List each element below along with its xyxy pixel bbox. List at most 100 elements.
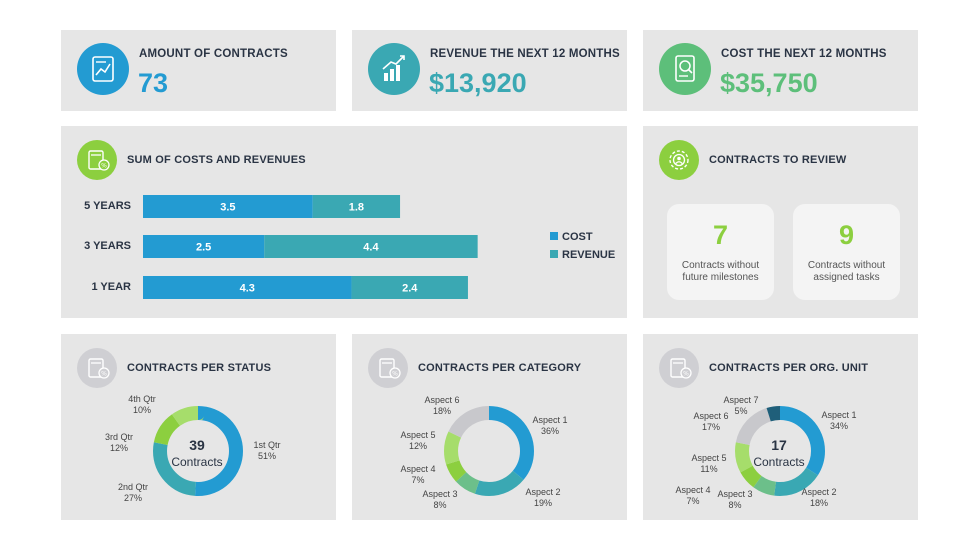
stacked-bar-chart: 3.5 1.8 2.5 4.4 4.3 2.4 (143, 195, 478, 299)
review-label-line: future milestones (682, 272, 759, 283)
legend-cost: COST (550, 231, 593, 243)
slice-percent: 8% (433, 500, 447, 510)
legend-swatch (550, 232, 558, 240)
bar-value-label: 4.4 (363, 242, 379, 254)
slice-percent: 36% (540, 426, 559, 436)
bar-segment-revenue (351, 276, 468, 299)
review-label: Contracts without future milestones (667, 260, 774, 284)
donut-slice (735, 406, 825, 496)
slice-name: Aspect 5 (400, 430, 436, 440)
calculator-percent-icon: % (368, 348, 408, 388)
slice-name: 3rd Qtr (104, 432, 133, 442)
gear-people-icon (659, 140, 699, 180)
kpi-value: $13,920 (429, 68, 527, 98)
slice-name: Aspect 3 (422, 489, 458, 499)
slice-name: Aspect 4 (675, 485, 711, 495)
slice-percent: 10% (132, 405, 151, 415)
slice-name: Aspect 1 (532, 415, 568, 425)
slice-name: Aspect 1 (821, 410, 857, 420)
bar-category-label: 5 YEARS (84, 200, 131, 212)
donut-slice (735, 406, 825, 496)
svg-text:%: % (101, 371, 107, 378)
slice-percent: 7% (411, 475, 425, 485)
legend-label: REVENUE (562, 249, 616, 261)
slice-percent: 17% (701, 422, 720, 432)
donut-center-value: 39 (189, 437, 205, 453)
donut-slice-label: Aspect 6 17% (686, 411, 736, 433)
donut-slice (153, 406, 243, 496)
calculator-percent-icon: % (659, 348, 699, 388)
section-title: SUM OF COSTS AND REVENUES (127, 154, 306, 166)
kpi-title: REVENUE THE NEXT 12 MONTHS (430, 48, 620, 60)
donut-slice-label: Aspect 7 5% (716, 395, 766, 417)
donut-slice-label: 2nd Qtr 27% (108, 482, 158, 504)
bar-value-label: 2.4 (402, 283, 418, 295)
calculator-percent-icon: % (77, 348, 117, 388)
donut-center-value: 17 (771, 437, 787, 453)
review-card-tasks: 9 Contracts without assigned tasks (793, 204, 900, 300)
slice-name: 2nd Qtr (117, 482, 148, 492)
donut-slice (444, 406, 534, 496)
legend-label: COST (562, 231, 593, 243)
slice-name: Aspect 6 (693, 411, 729, 421)
bar-segment-revenue (264, 235, 478, 258)
slice-percent: 19% (533, 498, 552, 508)
review-count: 9 (838, 220, 855, 250)
category-donut-chart (444, 406, 534, 496)
donut-slice (153, 406, 243, 496)
kpi-value: 73 (138, 68, 169, 98)
donut-slice-label: Aspect 4 7% (668, 485, 718, 507)
review-label: Contracts without assigned tasks (793, 260, 900, 284)
donut-slice (735, 406, 825, 496)
donut-slice-label: Aspect 6 18% (417, 395, 467, 417)
section-title: CONTRACTS PER ORG. UNIT (709, 362, 869, 374)
org-unit-donut-chart (735, 406, 825, 496)
section-title: CONTRACTS TO REVIEW (709, 154, 847, 166)
slice-percent: 18% (809, 498, 828, 508)
donut-slice-label: 1st Qtr 51% (242, 440, 292, 462)
review-card-milestones: 7 Contracts without future milestones (667, 204, 774, 300)
donut-slice-label: Aspect 1 34% (814, 410, 864, 432)
bar-category-label: 3 YEARS (84, 240, 131, 252)
kpi-title: AMOUNT OF CONTRACTS (139, 48, 288, 60)
slice-percent: 18% (432, 406, 451, 416)
section-title: CONTRACTS PER CATEGORY (418, 362, 582, 374)
slice-name: Aspect 2 (525, 487, 561, 497)
slice-percent: 8% (728, 500, 742, 510)
slice-percent: 51% (257, 451, 276, 461)
bar-segment-cost (143, 235, 265, 258)
kpi-card-contracts: AMOUNT OF CONTRACTS 73 (61, 30, 336, 111)
donut-slice-label: Aspect 3 8% (710, 489, 760, 511)
bar-value-label: 1.8 (349, 202, 364, 214)
section-title: CONTRACTS PER STATUS (127, 362, 272, 374)
donut-slice-label: Aspect 1 36% (525, 415, 575, 437)
review-label-line: Contracts without (681, 260, 760, 271)
review-label-line: Contracts without (807, 260, 886, 271)
kpi-value: $35,750 (720, 68, 818, 98)
svg-text:%: % (101, 163, 107, 170)
slice-name: Aspect 4 (400, 464, 436, 474)
donut-slice (444, 406, 534, 496)
bar-category-label: 1 YEAR (91, 281, 131, 293)
donut-slice-label: Aspect 4 7% (393, 464, 443, 486)
donut-center-label: Contracts (753, 455, 805, 469)
donut-slice (444, 406, 534, 496)
status-donut-chart (153, 406, 243, 496)
bar-value-label: 2.5 (196, 242, 211, 254)
legend-swatch (550, 250, 558, 258)
review-label-line: assigned tasks (813, 272, 880, 283)
review-count: 7 (712, 220, 729, 250)
bar-segment-revenue (312, 195, 401, 218)
slice-name: Aspect 7 (723, 395, 759, 405)
bar-segment-cost (143, 195, 313, 218)
donut-slice-label: Aspect 5 11% (684, 453, 734, 475)
slice-percent: 34% (829, 421, 848, 431)
slice-name: Aspect 5 (691, 453, 727, 463)
cost-document-icon (659, 43, 711, 95)
contracts-per-status-panel: % CONTRACTS PER STATUS 39 Contracts 1st … (61, 334, 336, 520)
bar-value-label: 3.5 (220, 202, 235, 214)
donut-center-label: Contracts (171, 455, 223, 469)
contracts-to-review-panel: CONTRACTS TO REVIEW 7 Contracts without … (643, 126, 918, 318)
slice-percent: 11% (700, 464, 718, 474)
svg-text:%: % (683, 371, 689, 378)
